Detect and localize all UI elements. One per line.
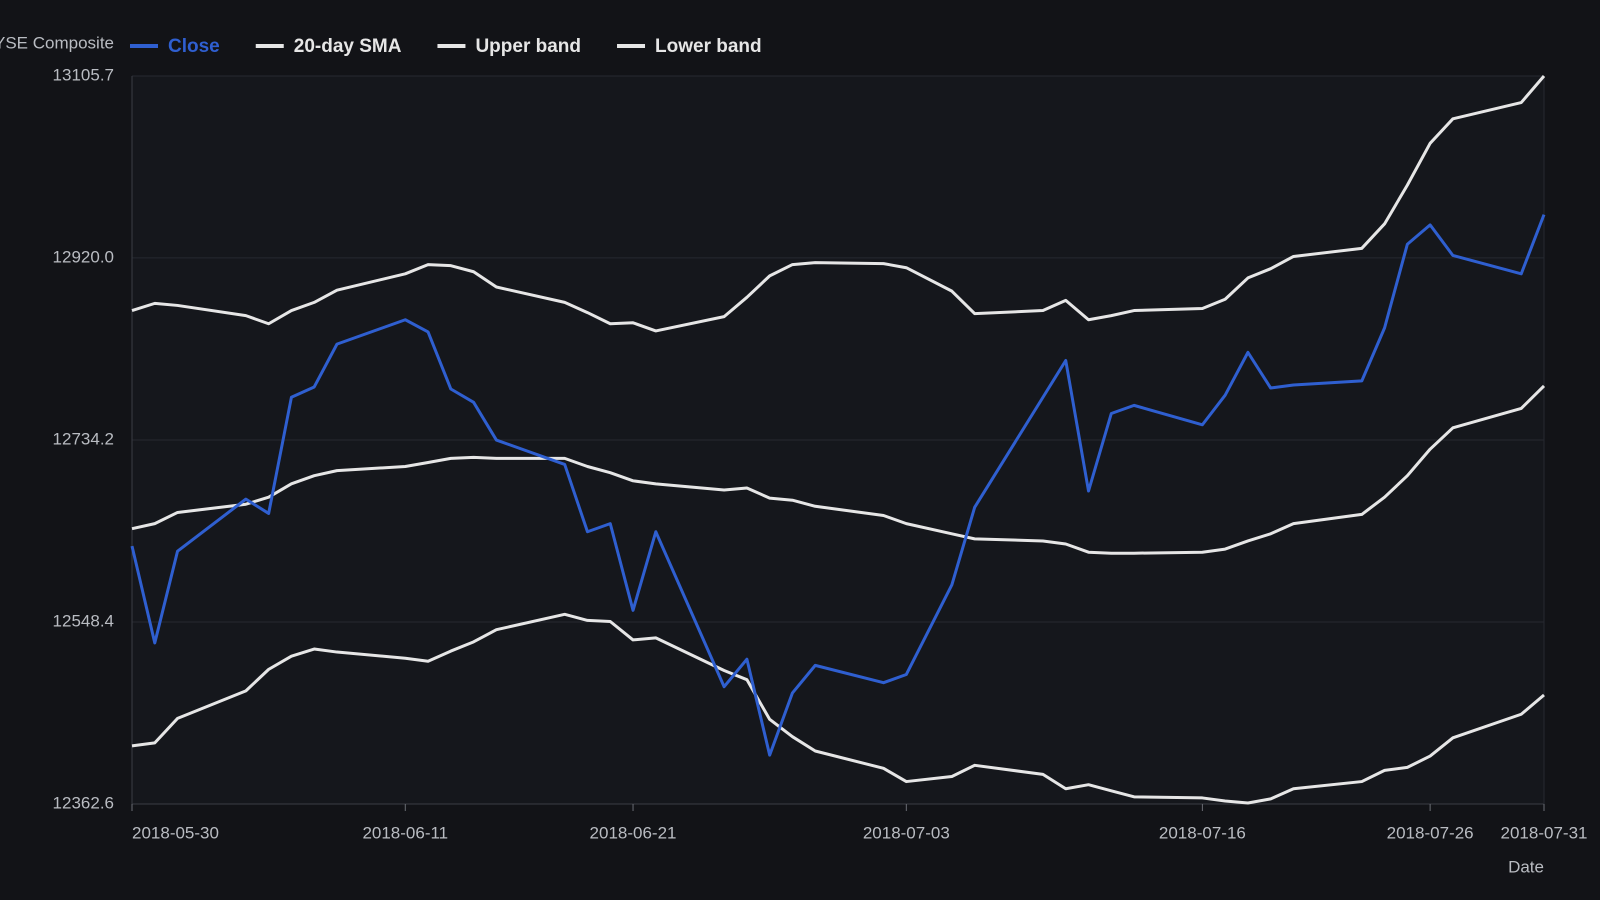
x-tick-label: 2018-07-31	[1501, 823, 1588, 842]
series-line	[131, 612, 1545, 805]
x-tick-label: 2018-07-16	[1159, 823, 1246, 842]
y-tick-label: 12548.4	[53, 611, 114, 630]
legend-label[interactable]: 20-day SMA	[294, 36, 402, 57]
y-tick-label: 13105.7	[53, 65, 114, 84]
x-tick-label: 2018-07-03	[863, 823, 950, 842]
y-axis-label: NYSE Composite	[0, 33, 114, 52]
series-line	[130, 214, 1546, 757]
legend-label[interactable]: Lower band	[655, 36, 762, 57]
y-tick-label: 12920.0	[53, 247, 114, 266]
x-tick-label: 2018-06-11	[362, 823, 448, 842]
y-tick-label: 12734.2	[53, 429, 114, 448]
legend-label[interactable]: Close	[168, 36, 220, 57]
x-tick-label: 2018-06-21	[590, 823, 677, 842]
x-tick-label: 2018-07-26	[1387, 823, 1474, 842]
x-tick-label: 2018-05-30	[132, 823, 219, 842]
legend-label[interactable]: Upper band	[475, 36, 581, 57]
series-line	[131, 75, 1546, 333]
y-tick-label: 12362.6	[53, 793, 114, 812]
series-line	[131, 384, 1546, 555]
x-axis-label: Date	[1508, 857, 1544, 876]
